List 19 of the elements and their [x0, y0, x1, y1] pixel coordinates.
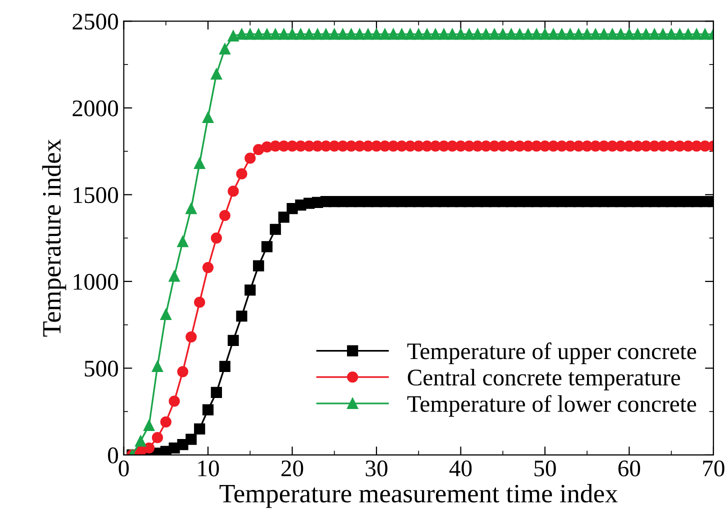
x-tick-label: 20	[281, 460, 304, 476]
x-tick-label: 50	[534, 460, 556, 476]
legend-label: Central concrete temperature	[408, 368, 680, 390]
x-axis-title: Temperature measurement time index	[220, 484, 618, 508]
x-tick-label: 0	[118, 460, 129, 476]
x-tick-label: 40	[449, 460, 472, 476]
y-axis-title: Temperature index	[42, 139, 66, 337]
x-tick-label: 30	[366, 460, 388, 476]
y-tick-label: 0	[108, 447, 118, 464]
y-tick-label: 1500	[74, 187, 118, 204]
x-tick-label: 10	[198, 460, 219, 476]
x-tick-label: 60	[618, 460, 640, 476]
y-tick-label: 500	[84, 360, 118, 377]
legend-label: Temperature of upper concrete	[407, 342, 696, 364]
y-tick-label: 2000	[72, 100, 118, 116]
y-tick-label: 2500	[72, 14, 118, 30]
legend-label: Temperature of lower concrete	[407, 395, 696, 417]
y-tick-label: 1000	[74, 274, 118, 290]
x-tick-label: 70	[703, 460, 724, 476]
